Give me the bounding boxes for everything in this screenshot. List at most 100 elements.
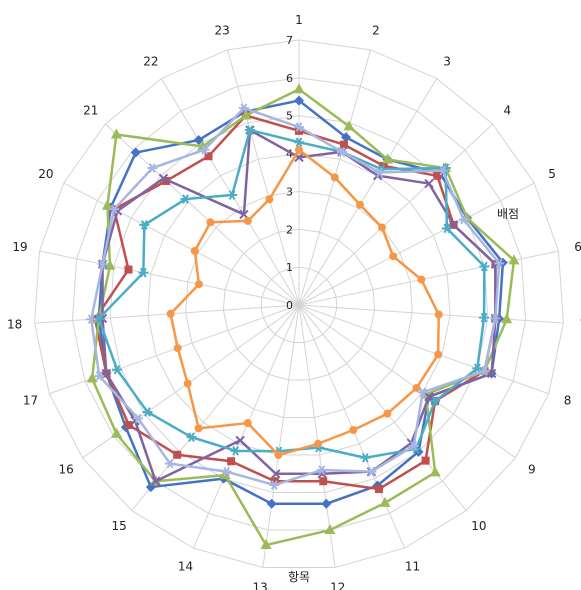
category-label: 6 (574, 240, 581, 254)
series-6-point (355, 200, 364, 209)
series-2-point (173, 450, 182, 459)
series-6-point (190, 247, 199, 256)
series-2-point (295, 126, 303, 135)
series-6-point (243, 419, 252, 428)
series-2-line (93, 114, 497, 491)
grid-ring-2 (222, 228, 376, 381)
series-3-point (382, 153, 394, 164)
series-6-point (194, 424, 203, 433)
grid-spoke-12 (298, 304, 336, 568)
category-label: 18 (7, 317, 22, 331)
series-7-point (490, 313, 501, 324)
series-2-point (319, 477, 328, 486)
series-3-point (110, 128, 122, 139)
series-5-point (472, 363, 483, 374)
series-2-point (339, 140, 348, 149)
series-3-point (324, 524, 336, 535)
ring-label: 3 (286, 185, 293, 198)
series-7-line (90, 106, 501, 487)
series-5-point (139, 220, 150, 230)
series-2-point (433, 171, 442, 180)
ring-tick-labels: 0 1 2 3 4 5 6 7 (286, 34, 293, 312)
series-3-line (90, 87, 516, 547)
series-6-point (378, 223, 386, 232)
series-1-point (294, 95, 304, 106)
series-5-point (479, 261, 490, 272)
series-6-line (169, 148, 440, 457)
series-6-point (243, 216, 252, 225)
series-1-point (266, 498, 277, 509)
ring-label: 7 (286, 34, 293, 47)
ring-label: 1 (286, 261, 293, 274)
annotation-item: 항목 (288, 570, 310, 584)
series-7-point (199, 144, 210, 155)
series-2-point (374, 485, 383, 494)
series-5-point (227, 190, 238, 200)
series-7-point (86, 314, 97, 325)
series-1-point (130, 147, 141, 158)
series-4-point (158, 173, 169, 184)
series-4-point (424, 178, 434, 189)
grid-spoke-13 (262, 304, 300, 568)
series-6 (166, 145, 443, 460)
grid-spoke-23 (227, 49, 300, 306)
series-2-point (124, 421, 133, 430)
series-6-point (349, 426, 358, 434)
series-1-point (193, 135, 204, 146)
series-7-point (221, 466, 232, 477)
category-label: 9 (528, 462, 536, 476)
series-3-point (86, 372, 98, 383)
annotation-score: 배점 (497, 207, 519, 221)
series-7-point (133, 413, 144, 424)
series-3-point (508, 254, 520, 265)
series-5-point (479, 312, 490, 323)
category-label: 11 (405, 559, 420, 573)
category-label: 16 (59, 462, 74, 476)
category-label: 15 (111, 519, 126, 533)
series-7-point (336, 147, 347, 157)
series-7-point (316, 465, 327, 475)
series-5-point (142, 407, 153, 417)
series-6-point (206, 218, 215, 227)
series-5-point (138, 267, 149, 278)
ring-label: 5 (286, 110, 293, 123)
series-4-point (150, 476, 161, 486)
series-6-point (412, 383, 421, 392)
grid-spoke-9 (298, 304, 516, 459)
grid-ring-3 (185, 190, 413, 419)
category-label: 19 (12, 240, 27, 254)
series-5-point (294, 137, 304, 148)
series-7-point (109, 204, 120, 215)
series-6-point (194, 280, 203, 289)
series-7-point (238, 103, 249, 113)
series-6-point (434, 350, 443, 359)
series-6-point (383, 409, 392, 418)
series-6-point (417, 275, 426, 284)
series-5-point (112, 364, 123, 375)
grid-spoke-5 (298, 182, 535, 306)
category-label: 4 (503, 103, 511, 117)
series-6-point (314, 439, 323, 448)
series-7-point (269, 480, 280, 490)
series-7-point (97, 259, 108, 270)
series-2-point (270, 477, 279, 486)
series-7-point (147, 163, 158, 173)
category-label: 17 (23, 393, 38, 407)
category-label: 22 (143, 54, 158, 68)
category-label: 21 (83, 103, 98, 117)
series-7-point (94, 371, 105, 381)
series-6-point (274, 451, 283, 460)
series-3-point (379, 496, 391, 507)
series-5-point (186, 432, 197, 442)
category-label: 20 (38, 167, 53, 181)
grid-spoke-20 (63, 182, 300, 306)
grid-spoke-8 (298, 304, 549, 395)
series-7-point (437, 165, 448, 176)
series-3-point (501, 313, 513, 324)
series-5-point (441, 223, 452, 234)
category-label: 10 (471, 519, 486, 533)
series-3-point (104, 259, 116, 270)
grid-spoke-4 (298, 123, 494, 306)
series-6-point (183, 379, 192, 388)
